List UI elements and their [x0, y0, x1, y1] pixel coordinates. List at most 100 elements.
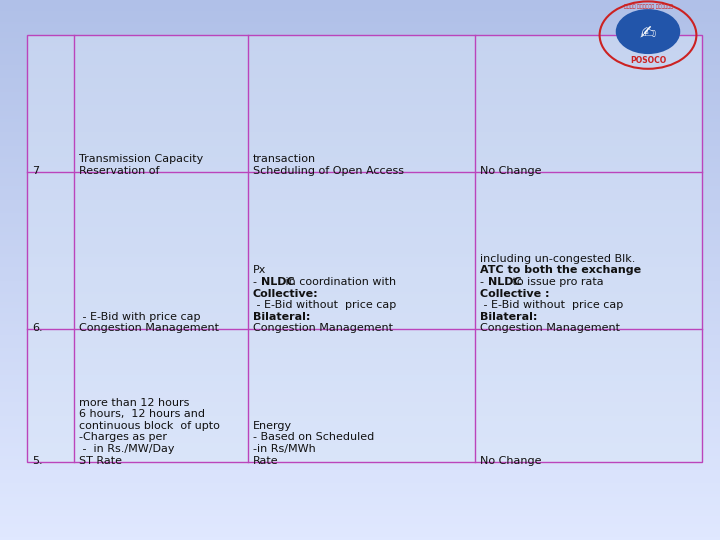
Bar	[0, 462, 720, 464]
Text: -Charges as per: -Charges as per	[78, 433, 166, 442]
Bar	[0, 230, 720, 232]
Bar	[0, 167, 720, 170]
Text: -in Rs/MWh: -in Rs/MWh	[253, 444, 315, 454]
Bar	[0, 70, 720, 73]
Bar	[0, 489, 720, 491]
Text: -: -	[480, 277, 487, 287]
Bar	[0, 213, 720, 216]
Text: including un-congested Blk.: including un-congested Blk.	[480, 254, 635, 264]
Circle shape	[616, 9, 680, 54]
Bar	[0, 273, 720, 275]
Bar	[0, 364, 720, 367]
Bar	[0, 324, 720, 327]
Bar	[0, 14, 720, 16]
Bar	[0, 497, 720, 500]
Bar	[0, 454, 720, 456]
Bar	[0, 516, 720, 518]
Bar	[0, 73, 720, 76]
Bar	[0, 8, 720, 11]
Bar	[0, 86, 720, 89]
Bar	[0, 151, 720, 154]
Text: more than 12 hours: more than 12 hours	[78, 397, 189, 408]
Text: Collective :: Collective :	[480, 289, 549, 299]
Bar	[27, 35, 702, 462]
Bar	[0, 103, 720, 105]
Text: पावर सिस्टम ऑपरेशन: पावर सिस्टम ऑपरेशन	[624, 3, 672, 9]
Bar	[0, 513, 720, 516]
Bar	[0, 378, 720, 381]
Bar	[0, 413, 720, 416]
Bar	[0, 275, 720, 278]
Bar	[0, 289, 720, 292]
Bar	[0, 11, 720, 14]
Text: Energy: Energy	[253, 421, 292, 431]
Bar	[0, 46, 720, 49]
Bar	[0, 373, 720, 375]
Bar	[0, 24, 720, 27]
Text: ATC to both the exchange: ATC to both the exchange	[480, 266, 641, 275]
Bar	[0, 132, 720, 135]
Bar	[248, 329, 474, 462]
Bar	[0, 159, 720, 162]
Bar	[0, 432, 720, 435]
Text: 6.: 6.	[32, 323, 43, 334]
Bar	[0, 194, 720, 197]
Bar	[0, 424, 720, 427]
Bar	[0, 400, 720, 402]
Bar	[0, 319, 720, 321]
Bar	[0, 54, 720, 57]
Bar	[0, 116, 720, 119]
Bar	[0, 148, 720, 151]
Bar	[0, 189, 720, 192]
Bar	[0, 297, 720, 300]
Bar	[0, 227, 720, 229]
Bar	[0, 108, 720, 111]
Text: Bilateral:: Bilateral:	[253, 312, 310, 322]
Bar	[0, 270, 720, 273]
Bar	[0, 97, 720, 100]
Bar	[0, 176, 720, 178]
Bar	[0, 278, 720, 281]
Bar	[0, 157, 720, 159]
Bar	[0, 448, 720, 451]
Bar	[0, 68, 720, 70]
Bar	[0, 49, 720, 51]
Bar	[0, 335, 720, 338]
Bar	[0, 535, 720, 537]
Bar	[0, 16, 720, 19]
Text: continuous block  of upto: continuous block of upto	[78, 421, 220, 431]
Bar	[0, 367, 720, 370]
Bar	[0, 410, 720, 413]
Bar	[0, 240, 720, 243]
Bar	[0, 408, 720, 410]
Bar	[0, 208, 720, 211]
Bar	[0, 259, 720, 262]
Bar	[0, 537, 720, 540]
Bar	[27, 35, 73, 172]
Bar	[0, 146, 720, 148]
Bar	[0, 443, 720, 445]
Bar	[0, 470, 720, 472]
Bar	[0, 181, 720, 184]
Bar	[0, 308, 720, 310]
Bar	[0, 332, 720, 335]
Text: 5.: 5.	[32, 456, 43, 465]
Bar	[0, 246, 720, 248]
Text: - E-Bid without  price cap: - E-Bid without price cap	[480, 300, 623, 310]
Bar	[0, 464, 720, 467]
Bar	[0, 256, 720, 259]
Bar	[0, 327, 720, 329]
Bar	[27, 329, 73, 462]
Bar	[0, 381, 720, 383]
Bar	[0, 475, 720, 478]
Bar	[0, 119, 720, 122]
Bar	[474, 35, 702, 172]
Bar	[0, 346, 720, 348]
Text: Congestion Management: Congestion Management	[253, 323, 392, 334]
Bar	[0, 529, 720, 532]
Text: - Based on Scheduled: - Based on Scheduled	[253, 433, 374, 442]
Text: 6 hours,  12 hours and: 6 hours, 12 hours and	[78, 409, 204, 419]
Text: Rate: Rate	[253, 456, 278, 465]
Bar	[0, 526, 720, 529]
Bar	[0, 224, 720, 227]
